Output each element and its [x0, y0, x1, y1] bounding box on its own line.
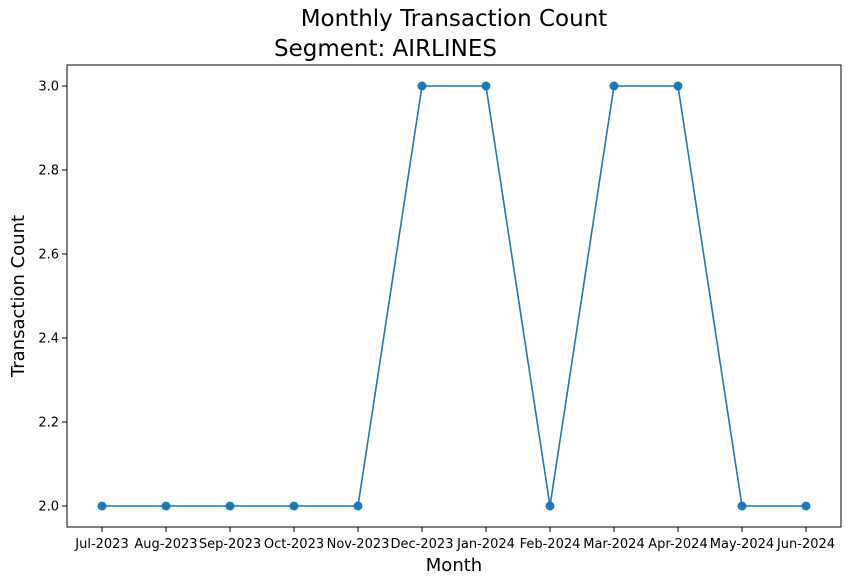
data-point: [737, 501, 747, 511]
data-point: [417, 81, 427, 91]
data-point: [353, 501, 363, 511]
x-tick-label: Apr-2024: [648, 537, 707, 552]
data-point: [673, 81, 683, 91]
x-tick-label: Aug-2023: [134, 537, 197, 552]
x-tick-label: Jan-2024: [456, 537, 515, 552]
data-point: [161, 501, 171, 511]
x-tick-label: Sep-2023: [199, 537, 261, 552]
chart-title: Monthly Transaction Count: [300, 6, 608, 32]
data-point: [225, 501, 235, 511]
x-tick-label: Nov-2023: [327, 537, 390, 552]
y-tick-label: 2.6: [38, 248, 59, 263]
x-tick-label: Dec-2023: [391, 537, 454, 552]
plot-frame: [66, 64, 842, 528]
chart-subtitle: Segment: AIRLINES: [274, 36, 497, 62]
y-tick-label: 2.4: [38, 332, 59, 347]
y-axis-label: Transaction Count: [8, 215, 29, 378]
data-point: [97, 501, 107, 511]
y-tick-label: 2.0: [38, 500, 59, 515]
y-tick-label: 2.2: [38, 416, 59, 431]
x-tick-label: Mar-2024: [583, 537, 644, 552]
x-tick-label: Feb-2024: [520, 537, 581, 552]
data-point: [289, 501, 299, 511]
y-tick-label: 2.8: [38, 164, 59, 179]
x-tick-label: Jun-2024: [776, 537, 835, 552]
data-point: [481, 81, 491, 91]
x-tick-label: Oct-2023: [264, 537, 324, 552]
data-point: [609, 81, 619, 91]
data-point: [801, 501, 811, 511]
y-tick-label: 3.0: [38, 80, 59, 95]
x-axis-label: Month: [426, 555, 482, 576]
x-tick-label: May-2024: [710, 537, 774, 552]
data-point: [545, 501, 555, 511]
x-tick-label: Jul-2023: [74, 537, 128, 552]
series-line: [102, 85, 806, 507]
